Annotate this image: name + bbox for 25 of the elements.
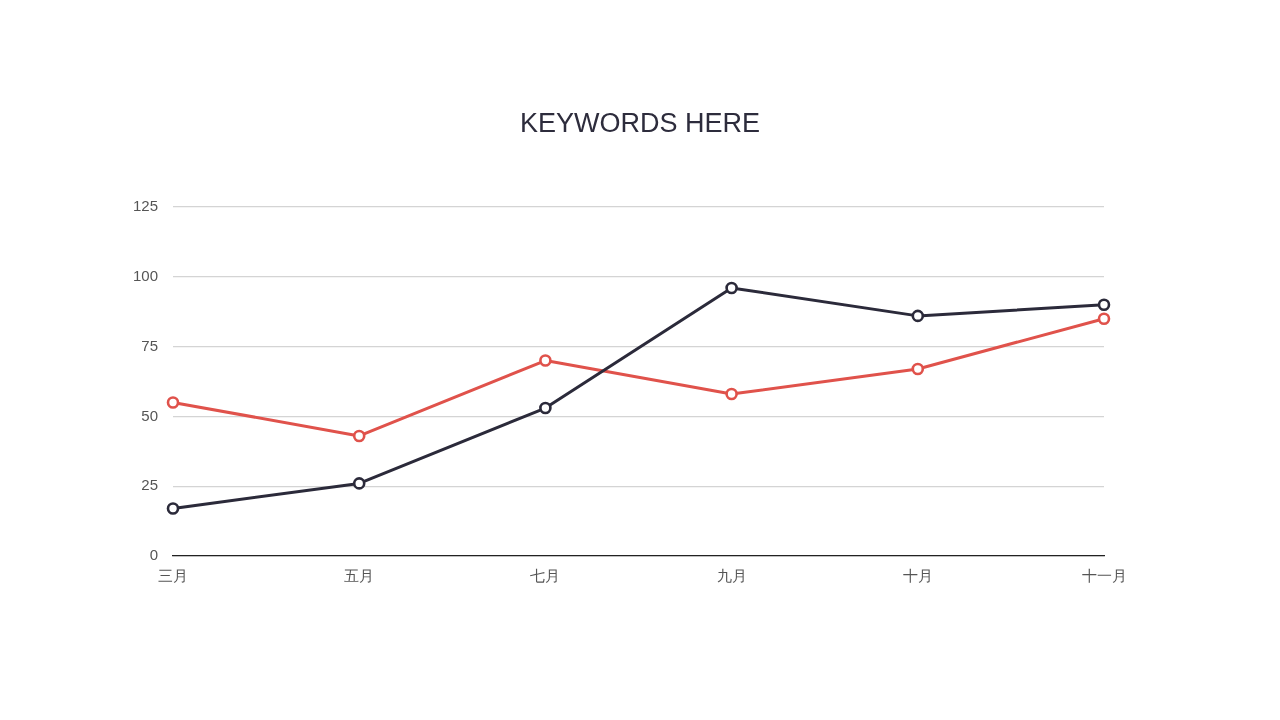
x-tick-label: 十一月 bbox=[1081, 567, 1127, 585]
x-tick-label: 十月 bbox=[902, 567, 933, 585]
chart-title: KEYWORDS HERE bbox=[519, 108, 761, 139]
y-tick-label: 25 bbox=[141, 476, 158, 494]
point bbox=[725, 387, 738, 401]
x-tick-label: 七月 bbox=[530, 567, 561, 585]
x-tick-label: 五月 bbox=[344, 567, 375, 585]
point bbox=[166, 396, 180, 409]
x-tick-label: 三月 bbox=[158, 567, 188, 585]
point bbox=[352, 429, 366, 443]
point bbox=[725, 281, 738, 295]
y-tick-label: 100 bbox=[132, 266, 158, 284]
point bbox=[911, 309, 925, 323]
point bbox=[539, 354, 552, 367]
point bbox=[1097, 298, 1111, 312]
point bbox=[166, 502, 180, 515]
y-tick-label: 75 bbox=[141, 336, 158, 354]
point bbox=[1097, 312, 1111, 325]
y-tick-label: 50 bbox=[141, 406, 158, 424]
x-tick-label: 九月 bbox=[716, 567, 747, 585]
y-tick-label: 125 bbox=[132, 197, 158, 215]
point bbox=[911, 362, 925, 376]
y-tick-label: 0 bbox=[149, 546, 158, 564]
point bbox=[539, 401, 552, 415]
point bbox=[352, 477, 366, 490]
